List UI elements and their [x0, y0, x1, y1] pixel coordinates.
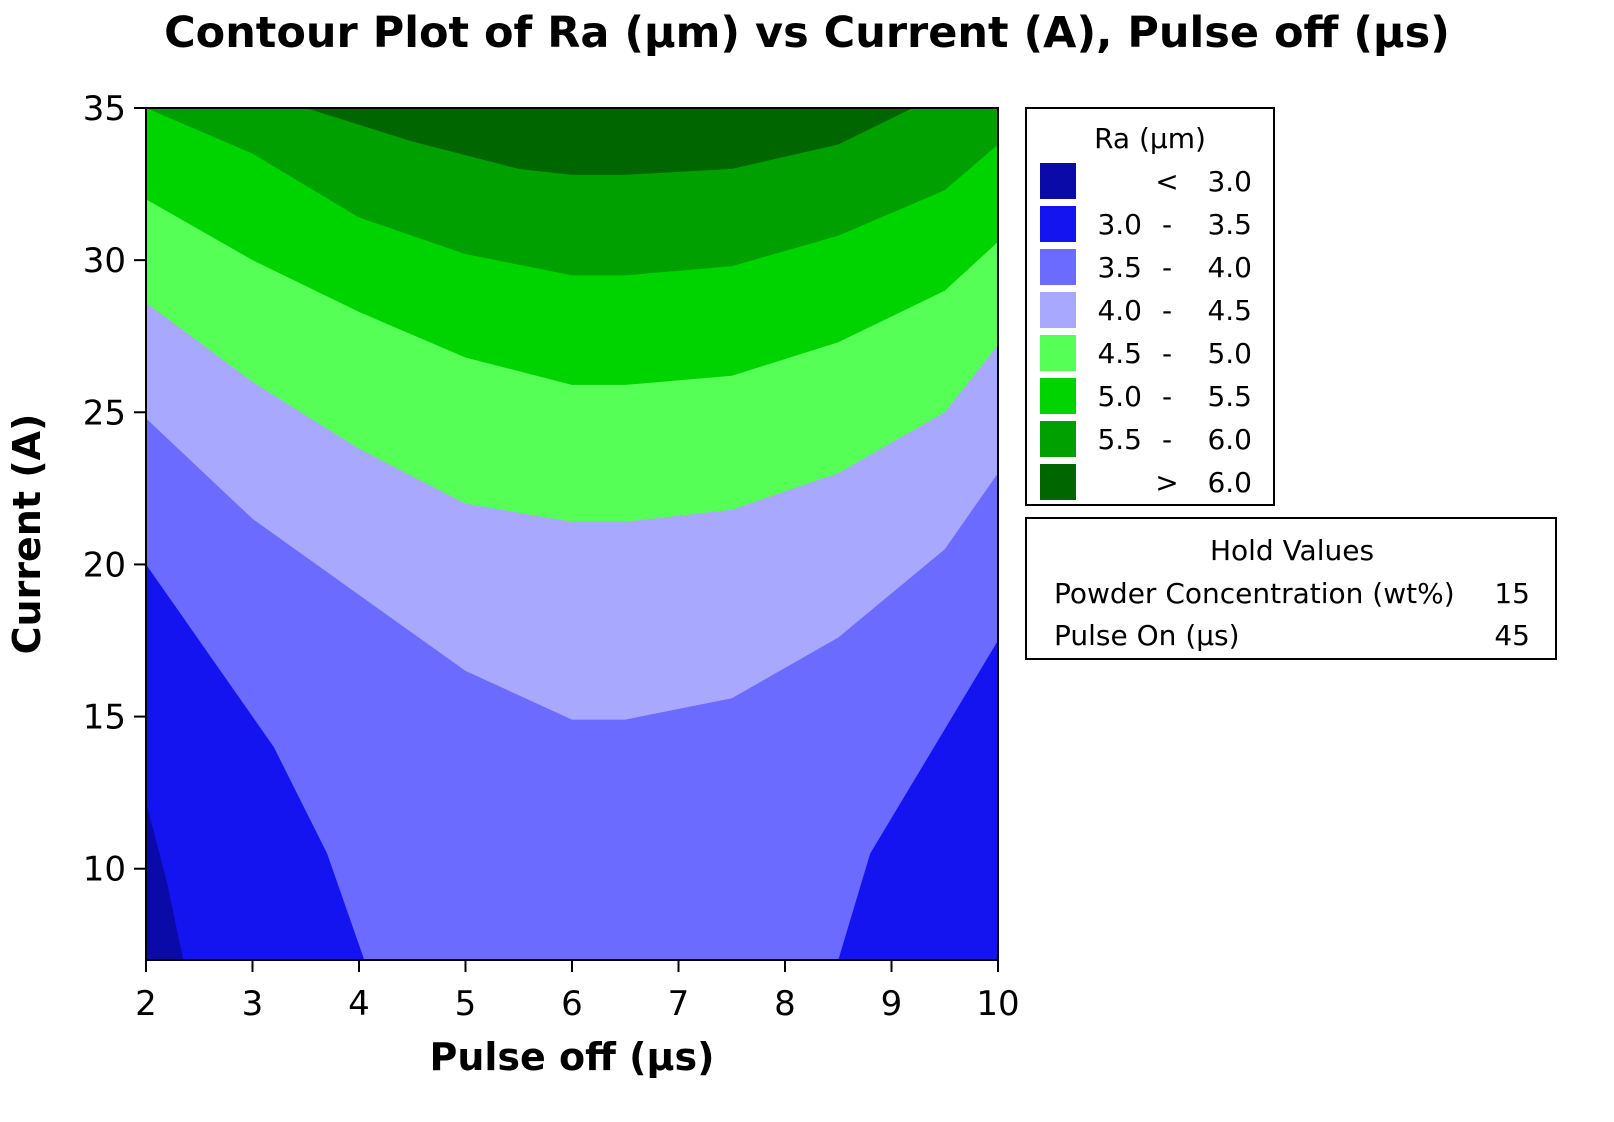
legend-swatch — [1040, 292, 1076, 328]
legend-swatch — [1040, 421, 1076, 457]
legend-sep: < — [1155, 165, 1178, 198]
legend-high: 3.0 — [1207, 165, 1252, 198]
legend-high: 4.0 — [1207, 251, 1252, 284]
legend-swatch — [1040, 335, 1076, 371]
legend-low: 4.5 — [1097, 337, 1142, 370]
x-tick-label: 4 — [348, 984, 370, 1024]
x-axis-label: Pulse off (µs) — [430, 1035, 715, 1079]
hold-values-panel: Hold Values Powder Concentration (wt%) 15… — [1025, 517, 1557, 660]
x-tick-label: 8 — [774, 984, 796, 1024]
legend-high: 3.5 — [1207, 208, 1252, 241]
legend-swatch — [1040, 464, 1076, 500]
hold-values-title: Hold Values — [1210, 534, 1374, 567]
hold-values-box — [1025, 517, 1557, 660]
legend-high: 5.0 — [1207, 337, 1252, 370]
legend-sep: - — [1162, 337, 1172, 370]
legend-low: 5.0 — [1097, 380, 1142, 413]
y-tick-label: 10 — [83, 850, 126, 890]
contour-fills — [146, 108, 998, 960]
y-axis-label: Current (A) — [5, 414, 49, 655]
contour-region — [146, 564, 365, 960]
y-tick-label: 25 — [83, 393, 126, 433]
legend-high: 6.0 — [1207, 423, 1252, 456]
x-tick-label: 9 — [881, 984, 903, 1024]
legend-sep: - — [1162, 423, 1172, 456]
legend-sep: > — [1155, 466, 1178, 499]
hold-value-number: 15 — [1494, 577, 1530, 610]
legend-swatch — [1040, 378, 1076, 414]
legend-sep: - — [1162, 208, 1172, 241]
x-tick-label: 10 — [976, 984, 1019, 1024]
axis-ticks: 2 3 4 5 6 7 8 9 10 10 15 20 25 30 35 — [83, 89, 1020, 1024]
legend: Ra (µm) <3.03.0-3.53.5-4.04.0-4.54.5-5.0… — [1025, 107, 1275, 506]
y-tick-label: 15 — [83, 698, 126, 738]
y-tick-label: 35 — [83, 89, 126, 129]
legend-sep: - — [1162, 251, 1172, 284]
legend-high: 5.5 — [1207, 380, 1252, 413]
legend-high: 4.5 — [1207, 294, 1252, 327]
hold-value-name: Pulse On (µs) — [1054, 619, 1240, 652]
contour-region — [146, 801, 184, 960]
x-tick-label: 3 — [242, 984, 264, 1024]
legend-low: 4.0 — [1097, 294, 1142, 327]
legend-sep: - — [1162, 294, 1172, 327]
contour-region — [838, 640, 998, 960]
legend-items: <3.03.0-3.53.5-4.04.0-4.54.5-5.05.0-5.55… — [1040, 163, 1252, 500]
hold-values-items: Powder Concentration (wt%) 15 Pulse On (µs… — [1054, 577, 1530, 652]
legend-high: 6.0 — [1207, 466, 1252, 499]
legend-swatch — [1040, 163, 1076, 199]
x-tick-label: 6 — [561, 984, 583, 1024]
contour-region — [305, 108, 913, 175]
hold-value-number: 45 — [1494, 619, 1530, 652]
legend-low: 3.0 — [1097, 208, 1142, 241]
legend-title: Ra (µm) — [1094, 122, 1206, 155]
y-tick-label: 20 — [83, 545, 126, 585]
legend-swatch — [1040, 249, 1076, 285]
x-tick-label: 5 — [455, 984, 477, 1024]
hold-value-name: Powder Concentration (wt%) — [1054, 577, 1455, 610]
legend-sep: - — [1162, 380, 1172, 413]
legend-swatch — [1040, 206, 1076, 242]
x-tick-label: 7 — [668, 984, 690, 1024]
y-tick-label: 30 — [83, 241, 126, 281]
legend-low: 5.5 — [1097, 423, 1142, 456]
x-tick-label: 2 — [135, 984, 157, 1024]
legend-low: 3.5 — [1097, 251, 1142, 284]
chart-title: Contour Plot of Ra (µm) vs Current (A), … — [164, 8, 1450, 58]
